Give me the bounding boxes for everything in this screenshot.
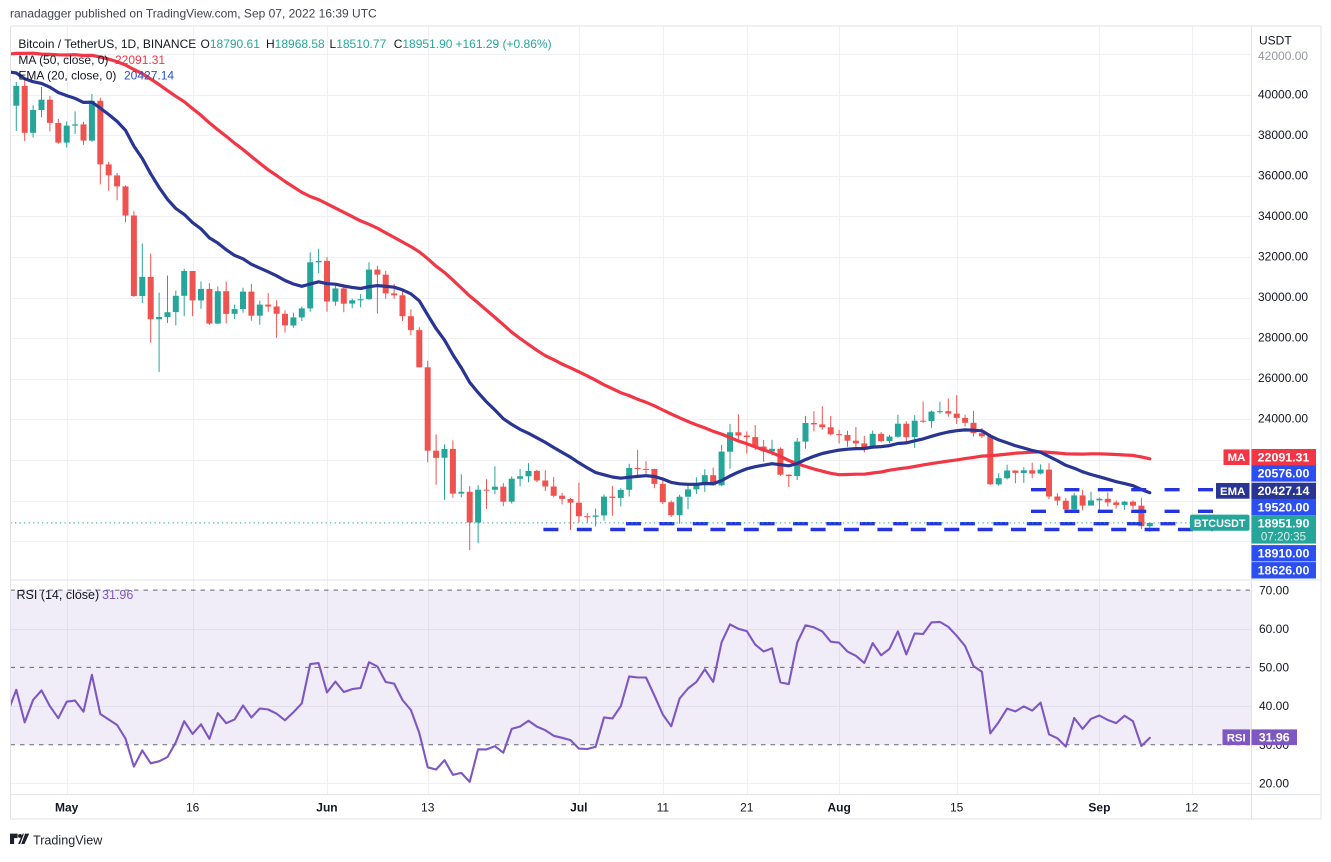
svg-text:42000.00: 42000.00 [1258, 49, 1308, 63]
svg-text:36000.00: 36000.00 [1258, 169, 1308, 183]
svg-text:40.00: 40.00 [1259, 699, 1289, 713]
svg-text:Jun: Jun [316, 801, 337, 815]
svg-text:30000.00: 30000.00 [1258, 290, 1308, 304]
svg-text:38000.00: 38000.00 [1258, 128, 1308, 142]
svg-text:60.00: 60.00 [1259, 622, 1289, 636]
svg-text:EMA (20, close, 0)20427.14: EMA (20, close, 0) 20427.14 [18, 69, 174, 83]
svg-text:MA (50, close, 0)22091.31: MA (50, close, 0) 22091.31 [18, 53, 165, 67]
svg-text:Bitcoin / TetherUS, 1D, BINANC: Bitcoin / TetherUS, 1D, BINANCE O18790.61… [18, 37, 551, 51]
svg-text:21: 21 [740, 801, 754, 815]
svg-text:24000.00: 24000.00 [1258, 412, 1308, 426]
svg-text:18626.00: 18626.00 [1258, 564, 1310, 578]
svg-text:ranadagger published on Tradin: ranadagger published on TradingView.com,… [10, 7, 377, 21]
svg-text:07:20:35: 07:20:35 [1261, 530, 1306, 543]
svg-text:26000.00: 26000.00 [1258, 371, 1308, 385]
svg-text:RSI: RSI [1227, 732, 1246, 744]
svg-text:RSI (14, close)31.96: RSI (14, close) 31.96 [17, 588, 134, 602]
svg-text:31.96: 31.96 [1259, 730, 1290, 744]
svg-text:18951.90: 18951.90 [1258, 516, 1310, 530]
svg-text:TradingView: TradingView [33, 833, 103, 847]
svg-text:20.00: 20.00 [1259, 777, 1289, 791]
svg-text:15: 15 [950, 801, 964, 815]
svg-text:May: May [55, 801, 79, 815]
svg-text:16: 16 [186, 801, 200, 815]
svg-text:20427.14: 20427.14 [1258, 484, 1310, 498]
svg-text:USDT: USDT [1259, 34, 1292, 48]
svg-text:Sep: Sep [1088, 801, 1110, 815]
svg-text:11: 11 [657, 801, 670, 815]
svg-text:34000.00: 34000.00 [1258, 209, 1308, 223]
svg-text:70.00: 70.00 [1259, 583, 1289, 597]
svg-text:40000.00: 40000.00 [1258, 88, 1308, 102]
svg-text:50.00: 50.00 [1259, 661, 1289, 675]
svg-text:20576.00: 20576.00 [1258, 467, 1310, 481]
svg-text:19520.00: 19520.00 [1258, 500, 1310, 514]
svg-text:18910.00: 18910.00 [1258, 547, 1310, 561]
svg-text:12: 12 [1185, 801, 1199, 815]
svg-text:EMA: EMA [1220, 486, 1245, 498]
svg-text:28000.00: 28000.00 [1258, 331, 1308, 345]
svg-text:22091.31: 22091.31 [1258, 451, 1310, 465]
svg-text:Aug: Aug [827, 801, 850, 815]
svg-text:13: 13 [421, 801, 435, 815]
svg-text:MA: MA [1228, 452, 1246, 464]
svg-text:BTCUSDT: BTCUSDT [1194, 518, 1246, 530]
svg-text:Jul: Jul [570, 801, 587, 815]
svg-text:32000.00: 32000.00 [1258, 250, 1308, 264]
